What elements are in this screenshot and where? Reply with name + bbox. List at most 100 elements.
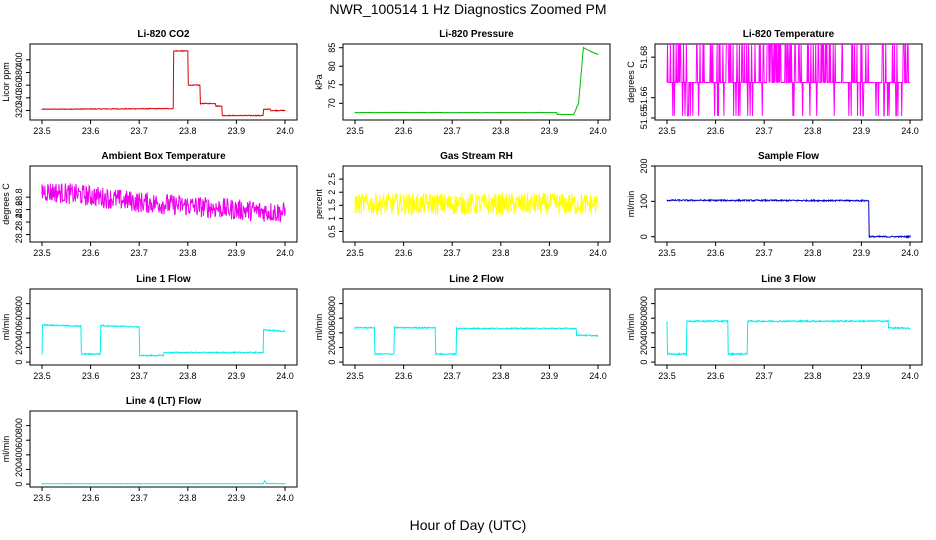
plot-frame xyxy=(29,410,298,488)
y-tick-label: 28.6 xyxy=(14,201,24,219)
x-tick-label: 24.0 xyxy=(589,126,607,136)
y-axis-label: ml/min xyxy=(626,191,636,218)
y-tick-label: 800 xyxy=(14,418,24,433)
x-tick-label: 23.6 xyxy=(82,248,100,258)
chart-title: Li-820 Pressure xyxy=(439,29,514,40)
chart-title: Li-820 CO2 xyxy=(137,29,190,40)
x-tick-label: 23.5 xyxy=(346,248,364,258)
series-line-line-3-flow xyxy=(666,319,911,357)
y-tick-label: 1.5 xyxy=(327,199,337,212)
y-tick-label: 320 xyxy=(14,103,24,118)
x-tick-label: 23.8 xyxy=(492,248,510,258)
chart-title: Line 2 Flow xyxy=(449,274,504,285)
y-tick-label: 0 xyxy=(14,482,24,487)
x-tick-label: 23.8 xyxy=(492,126,510,136)
x-tick-label: 24.0 xyxy=(276,126,294,136)
x-tick-label: 23.7 xyxy=(755,126,773,136)
x-tick-label: 23.5 xyxy=(658,126,676,136)
y-axis-label: degrees C xyxy=(1,183,11,225)
chart-panel-gas-stream-rh: Gas Stream RH percent 23.5 23.6 23.7 23.8 23.9… xyxy=(314,151,611,258)
chart-panel-line-2-flow: Line 2 Flow ml/min 23.5 23.6 23.7 23.8 23.9 24.… xyxy=(314,274,611,381)
x-tick-label: 23.6 xyxy=(395,371,413,381)
y-tick-label: 600 xyxy=(639,311,649,326)
x-tick-label: 23.6 xyxy=(395,248,413,258)
series-line-li-820-temperature xyxy=(666,44,910,117)
y-axis-label: degrees C xyxy=(626,61,636,103)
x-tick-label: 24.0 xyxy=(589,371,607,381)
y-tick-label: 1 xyxy=(327,216,337,221)
x-tick-label: 23.9 xyxy=(228,126,246,136)
x-tick-label: 23.7 xyxy=(130,371,148,381)
x-tick-label: 23.6 xyxy=(395,126,413,136)
y-tick-label: 51.65 xyxy=(639,107,649,130)
series-line-li-820-pressure xyxy=(354,46,599,116)
x-tick-label: 24.0 xyxy=(276,371,294,381)
y-tick-label: 200 xyxy=(14,340,24,355)
y-tick-label: 100 xyxy=(639,194,649,209)
y-tick-label: 200 xyxy=(639,158,649,173)
x-tick-label: 23.8 xyxy=(804,126,822,136)
x-tick-label: 24.0 xyxy=(589,248,607,258)
x-tick-label: 23.7 xyxy=(130,126,148,136)
figure-title: NWR_100514 1 Hz Diagnostics Zoomed PM xyxy=(329,1,607,17)
plot-frame xyxy=(342,165,611,243)
x-tick-label: 23.7 xyxy=(443,248,461,258)
series-line-line-1-flow xyxy=(41,323,286,358)
x-tick-label: 23.9 xyxy=(541,248,559,258)
x-tick-label: 23.9 xyxy=(228,493,246,503)
x-tick-label: 23.7 xyxy=(755,248,773,258)
y-tick-label: 70 xyxy=(327,98,337,108)
x-tick-label: 23.6 xyxy=(82,126,100,136)
x-tick-label: 23.8 xyxy=(179,493,197,503)
y-tick-label: 400 xyxy=(639,325,649,340)
chart-panel-line-4-lt-flow: Line 4 (LT) Flow ml/min 23.5 23.6 23.7 23.8 23… xyxy=(1,396,298,503)
x-tick-label: 23.8 xyxy=(492,371,510,381)
y-axis-label: Licor ppm xyxy=(1,62,11,102)
x-tick-label: 23.8 xyxy=(179,126,197,136)
series-line-sample-flow xyxy=(666,198,911,239)
series-line-line-2-flow xyxy=(354,325,599,356)
x-tick-label: 23.7 xyxy=(443,371,461,381)
chart-title: Li-820 Temperature xyxy=(743,29,835,40)
x-tick-label: 23.6 xyxy=(82,371,100,381)
x-tick-label: 23.9 xyxy=(541,126,559,136)
x-tick-label: 23.9 xyxy=(853,371,871,381)
chart-panel-sample-flow: Sample Flow ml/min 23.5 23.6 23.7 23.8 23.9 24.… xyxy=(626,151,923,258)
x-tick-label: 23.6 xyxy=(82,493,100,503)
x-tick-label: 23.8 xyxy=(179,248,197,258)
y-tick-label: 200 xyxy=(639,340,649,355)
plot-frame xyxy=(29,43,298,121)
y-tick-label: 600 xyxy=(327,311,337,326)
y-tick-label: 51.68 xyxy=(639,46,649,69)
series-line-li-820-co2 xyxy=(41,50,286,117)
x-tick-label: 23.9 xyxy=(853,126,871,136)
y-tick-label: 800 xyxy=(327,296,337,311)
y-tick-label: 51.66 xyxy=(639,86,649,109)
y-tick-label: 28.2 xyxy=(14,226,24,244)
plot-frame xyxy=(654,288,923,366)
y-tick-label: 75 xyxy=(327,80,337,90)
y-tick-label: 340 xyxy=(14,90,24,105)
y-axis-label: kPa xyxy=(314,74,324,90)
chart-title: Line 3 Flow xyxy=(761,274,816,285)
x-tick-label: 23.5 xyxy=(658,371,676,381)
x-tick-label: 23.5 xyxy=(346,126,364,136)
x-tick-label: 23.5 xyxy=(346,371,364,381)
x-tick-label: 24.0 xyxy=(901,371,919,381)
x-tick-label: 23.9 xyxy=(853,248,871,258)
y-axis-label: ml/min xyxy=(1,314,11,341)
chart-panel-ambient-box-temperature: Ambient Box Temperature degrees C 23.5 23.6… xyxy=(1,151,298,258)
x-tick-label: 23.5 xyxy=(658,248,676,258)
y-tick-label: 0 xyxy=(639,360,649,365)
y-tick-label: 400 xyxy=(327,325,337,340)
chart-title: Gas Stream RH xyxy=(440,151,513,162)
x-tick-label: 23.7 xyxy=(130,493,148,503)
y-axis-label: ml/min xyxy=(626,314,636,341)
x-tick-label: 23.5 xyxy=(33,126,51,136)
x-tick-label: 23.6 xyxy=(707,126,725,136)
chart-title: Line 1 Flow xyxy=(136,274,191,285)
y-tick-label: 28.8 xyxy=(14,188,24,206)
series-line-ambient-box-temperature xyxy=(41,183,286,223)
x-tick-label: 23.8 xyxy=(179,371,197,381)
